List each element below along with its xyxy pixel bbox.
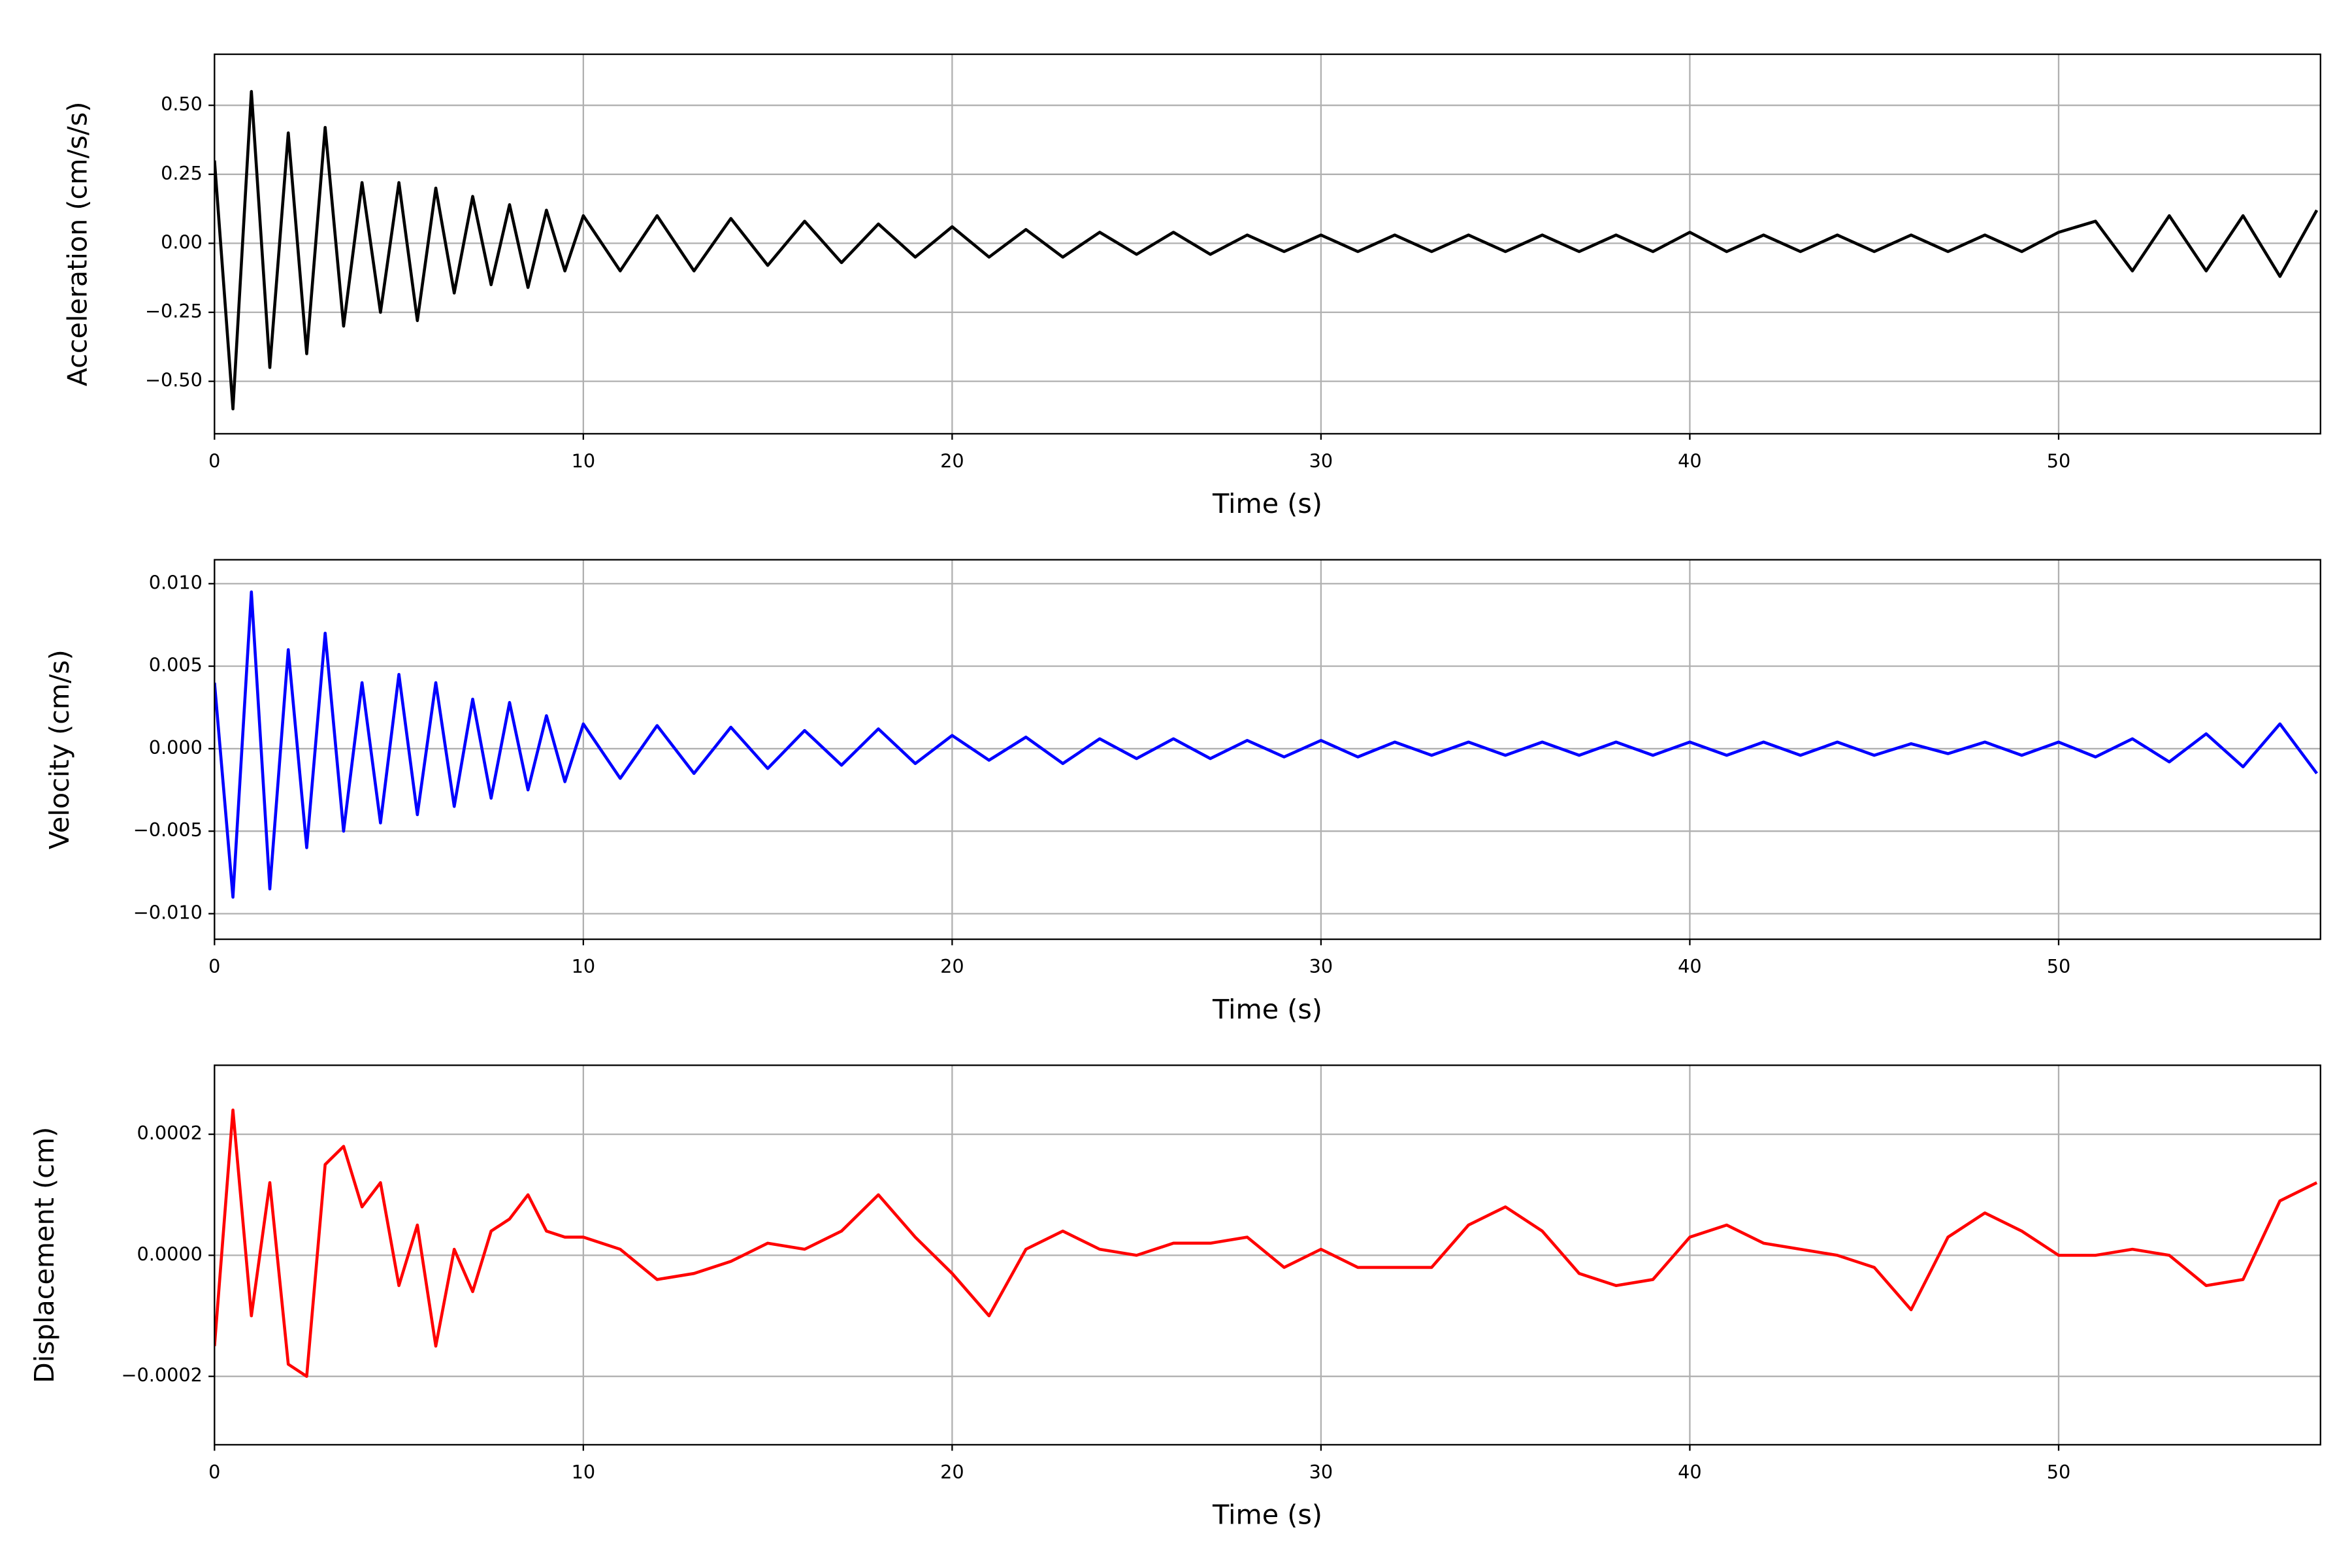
x-axis-label: Time (s) [1212,994,1322,1025]
x-tick-label: 30 [1309,955,1333,977]
y-tick-label: −0.0002 [122,1364,203,1386]
axes-frame [214,1064,2321,1446]
y-axis-label: Acceleration (cm/s/s) [62,102,93,387]
x-axis-label: Time (s) [1212,1499,1322,1531]
y-tick-label: −0.50 [145,369,203,391]
x-tick-label: 40 [1678,1461,1702,1483]
data-line [214,590,2318,899]
axes-frame [214,53,2321,435]
y-tick-label: 0.25 [161,162,203,184]
y-tick-label: 0.50 [161,93,203,115]
y-tick-label: 0.000 [149,736,203,759]
y-tick-label: 0.00 [161,231,203,253]
x-tick-label: 10 [572,1461,596,1483]
data-line [214,90,2319,411]
x-tick-label: 40 [1678,955,1702,977]
x-tick-label: 20 [940,955,964,977]
x-tick-label: 50 [2047,1461,2071,1483]
y-tick-label: −0.010 [133,901,203,923]
x-tick-label: 50 [2047,955,2071,977]
x-tick-label: 0 [208,955,220,977]
y-tick-label: 0.0002 [137,1122,203,1144]
x-tick-label: 30 [1309,450,1333,472]
y-tick-label: −0.005 [133,819,203,841]
y-axis-label: Displacement (cm) [29,1127,60,1383]
x-tick-label: 10 [572,450,596,472]
y-tick-label: 0.005 [149,654,203,676]
axes-frame [214,559,2321,940]
x-tick-label: 20 [940,450,964,472]
x-tick-label: 30 [1309,1461,1333,1483]
y-axis-label: Velocity (cm/s) [44,649,75,849]
x-tick-label: 10 [572,955,596,977]
y-tick-label: −0.25 [145,300,203,322]
x-tick-label: 0 [208,1461,220,1483]
y-tick-label: 0.0000 [137,1243,203,1265]
x-tick-label: 0 [208,450,220,472]
x-tick-label: 40 [1678,450,1702,472]
y-tick-label: 0.010 [149,571,203,593]
x-tick-label: 50 [2047,450,2071,472]
x-tick-label: 20 [940,1461,964,1483]
x-axis-label: Time (s) [1212,488,1322,519]
data-line [214,1108,2318,1378]
